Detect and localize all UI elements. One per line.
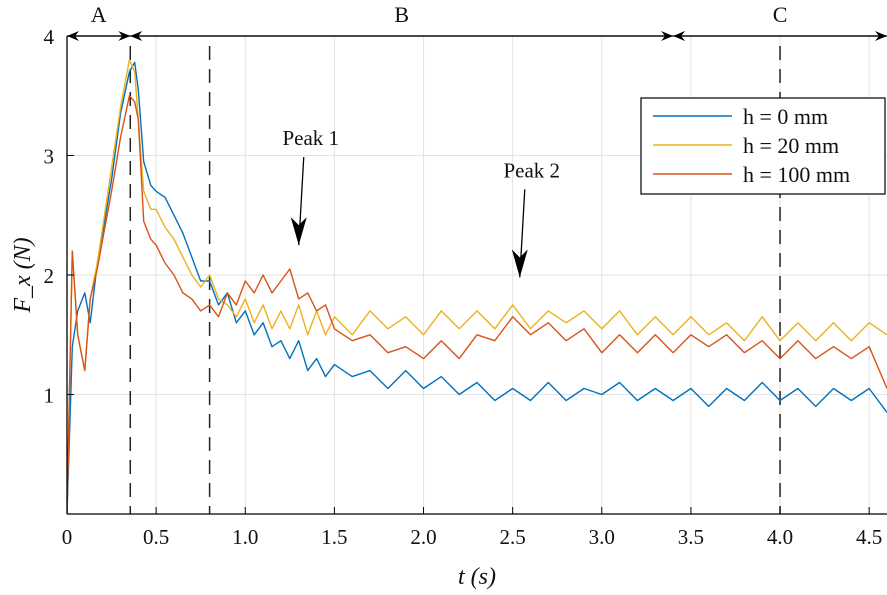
y-tick-label: 3 (44, 145, 55, 169)
x-tick-label: 3.0 (589, 525, 615, 549)
x-tick-label: 1.0 (232, 525, 258, 549)
y-tick-label: 1 (44, 384, 55, 408)
phase-arrows: A B C (68, 2, 886, 36)
x-tick-label: 4.0 (767, 525, 793, 549)
legend-entry: h = 20 mm (743, 133, 839, 158)
x-tick-label: 4.5 (856, 525, 882, 549)
x-tick-label: 2.0 (410, 525, 436, 549)
x-tick-label: 0 (62, 525, 73, 549)
x-tick-label: 0.5 (143, 525, 169, 549)
x-tick-label: 2.5 (500, 525, 526, 549)
y-tick-label: 2 (44, 264, 55, 288)
annotation-arrow (299, 157, 304, 245)
legend-entry: h = 0 mm (743, 104, 828, 129)
legend: h = 0 mm h = 20 mm h = 100 mm (641, 98, 885, 194)
x-tick-label: 1.5 (321, 525, 347, 549)
phase-label-A: A (91, 2, 107, 27)
y-axis-label: F_x (N) (10, 237, 36, 313)
annotations: Peak 1 Peak 2 (282, 126, 560, 277)
annotation-label: Peak 2 (503, 158, 560, 182)
annotation-label: Peak 1 (282, 126, 339, 150)
y-tick-label: 4 (44, 25, 55, 49)
x-axis-label: t (s) (458, 564, 496, 590)
phase-label-C: C (773, 2, 788, 27)
x-tick-label: 3.5 (678, 525, 704, 549)
phase-label-B: B (394, 2, 409, 27)
legend-entry: h = 100 mm (743, 162, 850, 187)
annotation-arrow (520, 189, 525, 277)
